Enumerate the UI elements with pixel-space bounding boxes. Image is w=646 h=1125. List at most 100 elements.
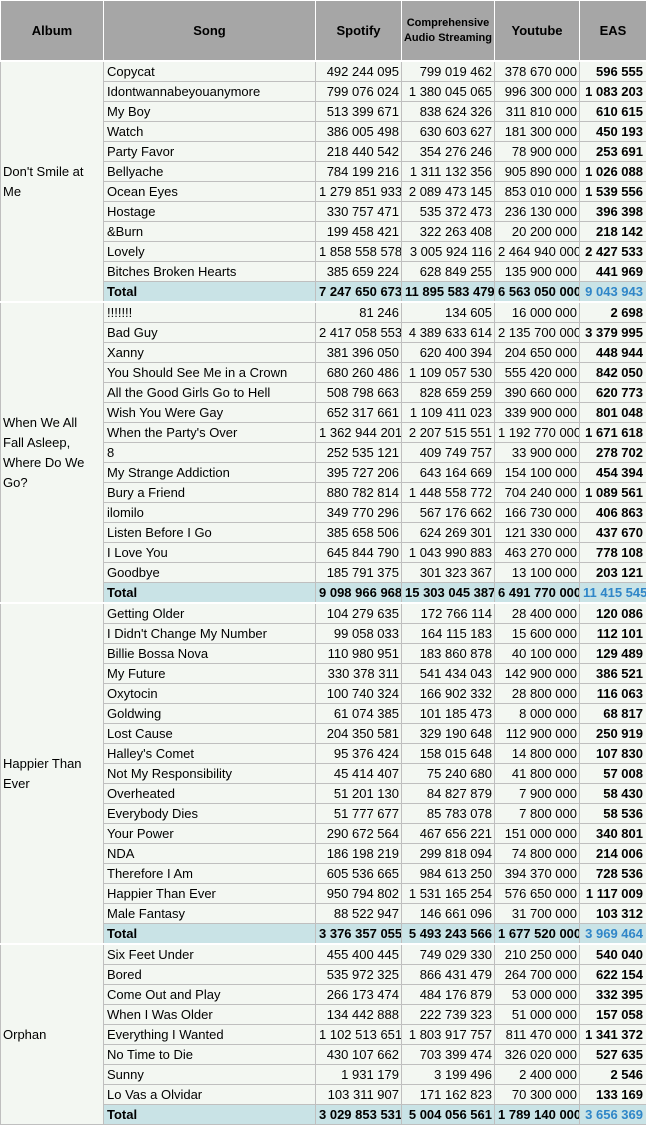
eas-value: 454 394 [580, 463, 646, 483]
youtube-value: 204 650 000 [495, 343, 580, 363]
eas-value: 1 671 618 [580, 423, 646, 443]
song-title: 8 [104, 443, 316, 463]
cas-value: 84 827 879 [402, 784, 495, 804]
song-title: Lovely [104, 242, 316, 262]
song-title: Goldwing [104, 704, 316, 724]
cas-value: 164 115 183 [402, 624, 495, 644]
youtube-value: 326 020 000 [495, 1045, 580, 1065]
youtube-value: 28 800 000 [495, 684, 580, 704]
cas-value: 409 749 757 [402, 443, 495, 463]
cas-value: 166 902 332 [402, 684, 495, 704]
total-youtube-value: 6 563 050 000 [495, 282, 580, 303]
youtube-value: 394 370 000 [495, 864, 580, 884]
spotify-value: 492 244 095 [316, 61, 402, 82]
eas-value: 1 026 088 [580, 162, 646, 182]
total-label: Total [104, 924, 316, 945]
youtube-value: 853 010 000 [495, 182, 580, 202]
total-label: Total [104, 282, 316, 303]
total-spotify-value: 9 098 966 968 [316, 583, 402, 604]
spotify-value: 51 201 130 [316, 784, 402, 804]
eas-value: 103 312 [580, 904, 646, 924]
youtube-value: 390 660 000 [495, 383, 580, 403]
youtube-value: 8 000 000 [495, 704, 580, 724]
table-row: When We All Fall Asleep, Where Do We Go?… [1, 302, 646, 323]
spotify-value: 218 440 542 [316, 142, 402, 162]
song-title: Overheated [104, 784, 316, 804]
song-title: Idontwannabeyouanymore [104, 82, 316, 102]
total-eas-value: 3 656 369 [580, 1105, 646, 1125]
song-title: When I Was Older [104, 1005, 316, 1025]
spotify-value: 652 317 661 [316, 403, 402, 423]
spotify-value: 185 791 375 [316, 563, 402, 583]
youtube-value: 74 800 000 [495, 844, 580, 864]
song-title: Lo Vas a Olvidar [104, 1085, 316, 1105]
song-title: Party Favor [104, 142, 316, 162]
spotify-value: 186 198 219 [316, 844, 402, 864]
song-title: My Strange Addiction [104, 463, 316, 483]
total-youtube-value: 6 491 770 000 [495, 583, 580, 604]
youtube-value: 463 270 000 [495, 543, 580, 563]
youtube-value: 121 330 000 [495, 523, 580, 543]
header-spotify: Spotify [316, 1, 402, 62]
youtube-value: 135 900 000 [495, 262, 580, 282]
cas-value: 183 860 878 [402, 644, 495, 664]
eas-value: 1 341 372 [580, 1025, 646, 1045]
eas-value: 1 083 203 [580, 82, 646, 102]
spotify-value: 1 279 851 933 [316, 182, 402, 202]
album-name: Don't Smile at Me [1, 61, 104, 302]
youtube-value: 210 250 000 [495, 944, 580, 965]
song-title: You Should See Me in a Crown [104, 363, 316, 383]
song-title: Halley's Comet [104, 744, 316, 764]
spotify-value: 103 311 907 [316, 1085, 402, 1105]
youtube-value: 78 900 000 [495, 142, 580, 162]
spotify-value: 349 770 296 [316, 503, 402, 523]
total-eas-value: 3 969 464 [580, 924, 646, 945]
album-name: When We All Fall Asleep, Where Do We Go? [1, 302, 104, 603]
eas-value: 112 101 [580, 624, 646, 644]
eas-value: 778 108 [580, 543, 646, 563]
spotify-value: 45 414 407 [316, 764, 402, 784]
eas-value: 214 006 [580, 844, 646, 864]
spotify-value: 645 844 790 [316, 543, 402, 563]
album-name: Happier Than Ever [1, 603, 104, 944]
total-youtube-value: 1 677 520 000 [495, 924, 580, 945]
spotify-value: 1 362 944 201 [316, 423, 402, 443]
cas-value: 3 005 924 116 [402, 242, 495, 262]
spotify-value: 100 740 324 [316, 684, 402, 704]
cas-value: 222 739 323 [402, 1005, 495, 1025]
youtube-value: 70 300 000 [495, 1085, 580, 1105]
song-title: &Burn [104, 222, 316, 242]
youtube-value: 378 670 000 [495, 61, 580, 82]
eas-value: 116 063 [580, 684, 646, 704]
cas-value: 467 656 221 [402, 824, 495, 844]
total-eas-value: 11 415 545 [580, 583, 646, 604]
eas-value: 58 430 [580, 784, 646, 804]
total-spotify-value: 3 376 357 055 [316, 924, 402, 945]
song-title: Come Out and Play [104, 985, 316, 1005]
youtube-value: 905 890 000 [495, 162, 580, 182]
song-title: Wish You Were Gay [104, 403, 316, 423]
cas-value: 329 190 648 [402, 724, 495, 744]
eas-value: 218 142 [580, 222, 646, 242]
youtube-value: 112 900 000 [495, 724, 580, 744]
cas-value: 628 849 255 [402, 262, 495, 282]
eas-value: 406 863 [580, 503, 646, 523]
eas-value: 622 154 [580, 965, 646, 985]
youtube-value: 704 240 000 [495, 483, 580, 503]
cas-value: 3 199 496 [402, 1065, 495, 1085]
eas-value: 68 817 [580, 704, 646, 724]
spotify-value: 81 246 [316, 302, 402, 323]
cas-value: 354 276 246 [402, 142, 495, 162]
eas-value: 540 040 [580, 944, 646, 965]
song-title: Bitches Broken Hearts [104, 262, 316, 282]
spotify-value: 950 794 802 [316, 884, 402, 904]
song-title: Happier Than Ever [104, 884, 316, 904]
spotify-value: 381 396 050 [316, 343, 402, 363]
cas-value: 2 089 473 145 [402, 182, 495, 202]
cas-value: 1 109 411 023 [402, 403, 495, 423]
cas-value: 567 176 662 [402, 503, 495, 523]
eas-value: 58 536 [580, 804, 646, 824]
youtube-value: 13 100 000 [495, 563, 580, 583]
cas-value: 866 431 479 [402, 965, 495, 985]
song-title: Watch [104, 122, 316, 142]
